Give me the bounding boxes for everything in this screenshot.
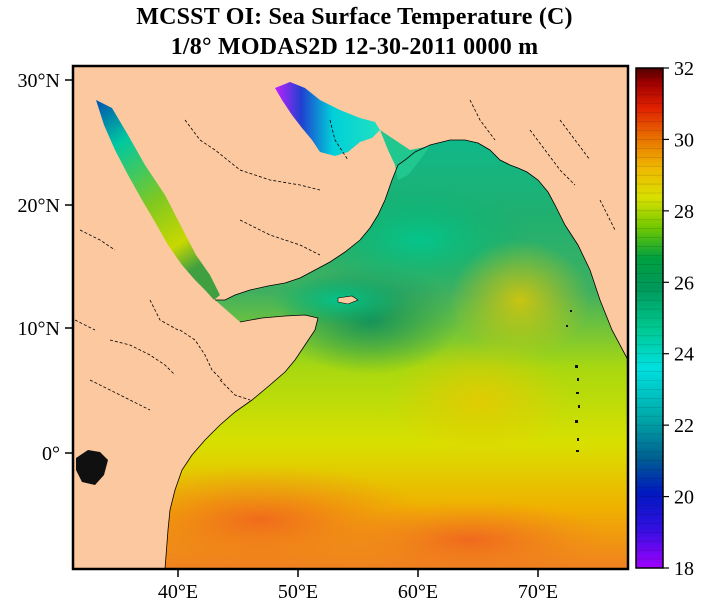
maldives-islands: [566, 310, 580, 452]
persian-gulf: [275, 82, 380, 156]
map-subtitle: 1/8° MODAS2D 12-30-2011 0000 m: [170, 34, 539, 60]
colorbar-tick-label: 28: [674, 201, 694, 223]
colorbar-ticks: 32 30 28 26 24 22 20 18: [663, 58, 694, 580]
warm-eddy: [450, 240, 590, 360]
coastline: [215, 139, 628, 361]
land-mass: [73, 66, 628, 569]
colorbar-tick-label: 26: [674, 272, 694, 294]
colorbar-bands: [636, 76, 663, 560]
colorbar: 32 30 28 26 24 22 20 18: [635, 58, 694, 580]
map-panel: [73, 66, 628, 569]
coastline: [164, 314, 319, 569]
longitude-labels: 40°E 50°E 60°E 70°E: [158, 581, 558, 603]
lat-label-20n: 20°N: [18, 195, 60, 217]
colorbar-tick-label: 32: [674, 58, 694, 80]
country-borders: [74, 99, 616, 411]
colorbar-tick-label: 22: [674, 415, 694, 437]
lon-label-50e: 50°E: [278, 581, 318, 603]
map-frame: [71, 64, 630, 571]
lat-label-0: 0°: [42, 443, 60, 465]
gulf-of-oman: [380, 130, 430, 180]
lat-label-30n: 30°N: [18, 70, 60, 92]
colorbar-tick-label: 20: [674, 487, 694, 509]
colorbar-tick-label: 30: [674, 129, 694, 151]
colorbar-tick-label: 18: [674, 558, 694, 580]
red-sea: [96, 100, 220, 300]
colorbar-frame: [635, 67, 664, 569]
colorbar-gradient: [636, 68, 663, 568]
latitude-labels: 30°N 20°N 10°N 0°: [18, 70, 60, 465]
axis-ticks: [65, 79, 539, 577]
colorbar-tick-label: 24: [674, 344, 694, 366]
warm-eddy: [390, 340, 570, 460]
lon-label-60e: 60°E: [398, 581, 438, 603]
lake-victoria: [76, 450, 108, 485]
socotra-island: [337, 295, 359, 305]
lon-label-40e: 40°E: [158, 581, 198, 603]
map-title: MCSST OI: Sea Surface Temperature (C): [136, 4, 573, 30]
lat-label-10n: 10°N: [18, 318, 60, 340]
warm-anomaly: [330, 500, 610, 569]
lon-label-70e: 70°E: [518, 581, 558, 603]
